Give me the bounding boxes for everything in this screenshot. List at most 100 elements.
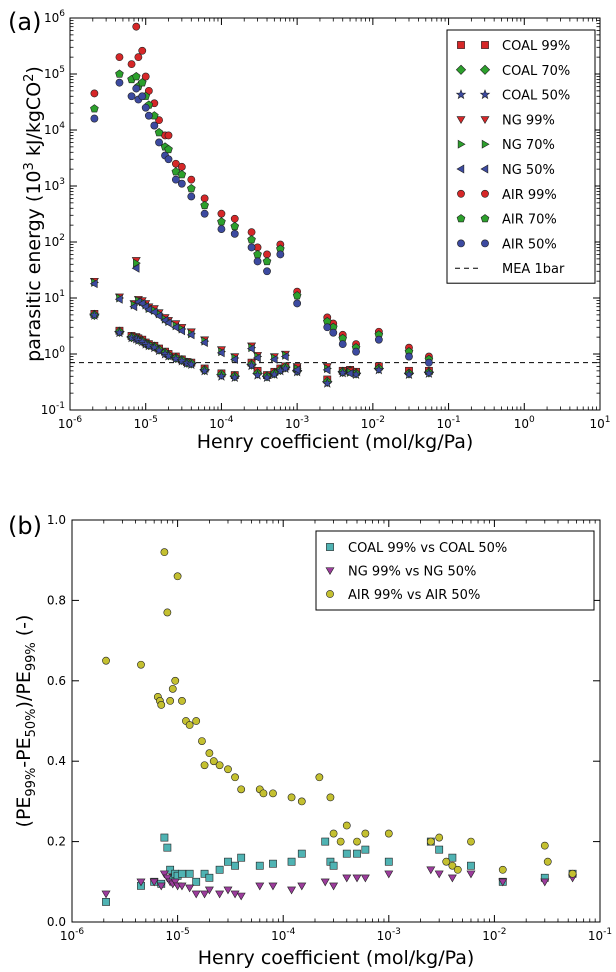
data-point [236, 892, 246, 901]
y-tick-label: 104 [44, 121, 65, 137]
data-point [217, 209, 226, 218]
data-point [320, 878, 330, 887]
y-tick-label: 101 [44, 289, 65, 305]
data-point [90, 104, 99, 113]
data-point [157, 701, 166, 709]
data-point [246, 360, 257, 371]
data-point [287, 857, 296, 866]
data-point [137, 660, 145, 669]
data-point [448, 861, 457, 870]
data-point [342, 821, 351, 830]
y-tick-label: 105 [44, 65, 65, 81]
data-point [252, 369, 263, 380]
data-points [89, 22, 435, 388]
legend-marker [480, 116, 490, 124]
data-point [170, 353, 182, 364]
data-point [131, 263, 140, 273]
x-tick-label: 10-1 [436, 415, 460, 431]
data-point [155, 138, 163, 147]
data-point [191, 890, 201, 899]
data-point [141, 72, 150, 81]
legend: COAL 99% COAL 70% COAL 50% NG 99% NG 70% NG 5… [446, 29, 596, 284]
data-point [384, 870, 394, 879]
data-point [352, 347, 360, 356]
data-point [137, 78, 147, 87]
data-point [198, 737, 206, 745]
data-point [322, 365, 331, 375]
data-point [199, 365, 210, 376]
legend-marker [480, 164, 489, 174]
data-point [115, 78, 124, 87]
series-2 [89, 309, 435, 388]
legend-label: COAL 50% [502, 89, 570, 104]
data-point [247, 228, 256, 237]
y-tick-label: 100 [44, 345, 65, 361]
data-point [176, 355, 188, 366]
data-point [568, 869, 577, 878]
data-point [373, 364, 385, 375]
data-point [217, 217, 226, 226]
series-8 [90, 78, 433, 367]
data-point [353, 849, 361, 858]
data-point [101, 890, 111, 899]
data-point [253, 249, 262, 259]
data-point [287, 793, 296, 802]
legend-entry: AIR 70% [456, 213, 557, 228]
data-point [164, 144, 173, 154]
data-point [337, 367, 348, 378]
data-point [185, 884, 195, 893]
legend-marker [481, 41, 489, 49]
data-point [230, 354, 238, 364]
data-point [160, 548, 169, 557]
y-tick-label: 103 [44, 177, 65, 193]
series-5 [89, 263, 354, 378]
legend-label: NG 50% [502, 163, 555, 178]
data-point [143, 340, 155, 351]
data-point [342, 874, 352, 883]
data-point [434, 870, 444, 879]
data-point [467, 837, 475, 846]
legend-label: NG 99% [502, 113, 555, 128]
data-point [186, 358, 197, 369]
legend-marker [457, 139, 466, 149]
data-point [322, 377, 333, 388]
data-point [192, 717, 201, 725]
data-point [405, 352, 413, 361]
data-point [426, 837, 435, 846]
data-point [231, 861, 239, 870]
y-tick-label: 0.0 [47, 915, 66, 929]
data-point [447, 874, 457, 883]
data-point [361, 845, 370, 854]
legend-entry: AIR 99% vs AIR 50% [326, 588, 480, 603]
data-point [149, 342, 160, 353]
series-6 [90, 22, 433, 361]
data-point [166, 697, 175, 705]
data-point [177, 326, 186, 336]
data-point [237, 853, 246, 862]
x-tick-label: 10-3 [285, 415, 309, 431]
data-point [352, 874, 362, 883]
data-point [138, 46, 147, 55]
series-2 [102, 548, 577, 878]
data-point [262, 256, 272, 266]
data-point [205, 873, 214, 882]
x-tick-label: 10-4 [209, 415, 234, 431]
data-point [164, 131, 173, 140]
data-point [269, 369, 280, 379]
data-point [144, 305, 153, 315]
y-tick-label: 1.0 [47, 513, 66, 527]
data-point [342, 849, 351, 858]
data-point [200, 761, 209, 770]
y-tick-label: 10-1 [41, 401, 65, 417]
data-point [215, 761, 224, 770]
data-point [114, 327, 125, 338]
data-point [259, 789, 268, 798]
data-point [115, 53, 124, 62]
legend: COAL 99% vs COAL 50% NG 99% vs NG 50% AIR … [315, 530, 595, 611]
data-point [154, 128, 164, 137]
panel-label: (b) [8, 512, 42, 540]
legend-marker [480, 214, 490, 223]
data-point [209, 757, 218, 766]
series-1 [101, 866, 578, 901]
